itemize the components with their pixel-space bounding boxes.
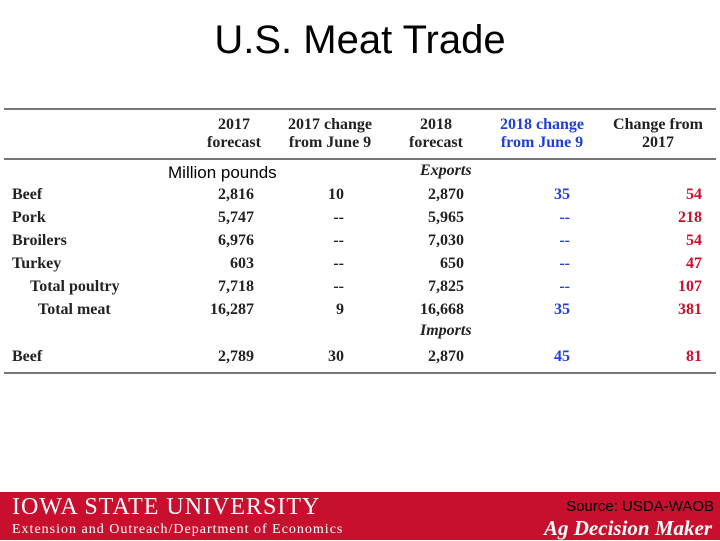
source-note: Source: USDA-WAOB xyxy=(566,498,714,515)
export-row-chg: 54 xyxy=(686,232,702,249)
import-row-chg: 81 xyxy=(686,348,702,365)
import-row-ch2018: 45 xyxy=(554,348,570,365)
export-row-label: Total meat xyxy=(38,301,111,318)
header-2018-forecast: 2018 forecast xyxy=(409,116,463,151)
section-imports: Imports xyxy=(420,322,472,339)
isu-wordmark: Iowa State University xyxy=(12,494,321,520)
export-row-ch2017: 9 xyxy=(336,301,344,318)
import-row-ch2017: 30 xyxy=(328,348,344,365)
export-row-label: Total poultry xyxy=(30,278,120,295)
header-2017-forecast: 2017 forecast xyxy=(207,116,261,151)
import-row-f2017: 2,789 xyxy=(218,348,254,365)
export-row-label: Broilers xyxy=(12,232,67,249)
export-row-f2017: 603 xyxy=(230,255,254,272)
import-row-label: Beef xyxy=(12,348,43,365)
export-row-chg: 218 xyxy=(678,209,702,226)
export-row-f2017: 7,718 xyxy=(218,278,254,295)
export-row-ch2017: -- xyxy=(333,232,344,249)
export-row-f2017: 6,976 xyxy=(218,232,254,249)
export-row-label: Beef xyxy=(12,186,43,203)
export-row-f2017: 2,816 xyxy=(218,186,254,203)
export-row-label: Pork xyxy=(12,209,46,226)
export-row-ch2018: 35 xyxy=(554,186,570,203)
export-row-ch2017: -- xyxy=(333,278,344,295)
export-row-chg: 47 xyxy=(686,255,702,272)
department-label: Extension and Outreach/Department of Eco… xyxy=(12,522,344,537)
export-row-f2017: 16,287 xyxy=(210,301,254,318)
export-row-chg: 107 xyxy=(678,278,702,295)
header-2017-change: 2017 change from June 9 xyxy=(288,116,372,151)
unit-label: Million pounds xyxy=(168,163,277,182)
export-row-f2018: 2,870 xyxy=(428,186,464,203)
ag-decision-maker-brand: Ag Decision Maker xyxy=(544,516,712,540)
export-row-chg: 381 xyxy=(678,301,702,318)
trade-table: 2017 forecast 2017 change from June 9 2018… xyxy=(4,108,716,374)
export-row-ch2017: -- xyxy=(333,255,344,272)
export-row-ch2018: -- xyxy=(559,232,570,249)
export-row-f2018: 7,825 xyxy=(428,278,464,295)
footer-bar: Iowa State University Extension and Outr… xyxy=(0,492,720,540)
slide-title: U.S. Meat Trade xyxy=(214,18,506,62)
export-row-ch2018: -- xyxy=(559,278,570,295)
export-row-ch2018: -- xyxy=(559,209,570,226)
export-row-f2018: 650 xyxy=(440,255,464,272)
export-row-label: Turkey xyxy=(12,255,62,272)
export-row-ch2018: -- xyxy=(559,255,570,272)
export-row-ch2017: 10 xyxy=(328,186,344,203)
export-row-chg: 54 xyxy=(686,186,702,203)
header-change-from-2017: Change from 2017 xyxy=(613,116,703,151)
export-row-f2018: 5,965 xyxy=(428,209,464,226)
export-row-f2018: 16,668 xyxy=(420,301,464,318)
export-row-f2018: 7,030 xyxy=(428,232,464,249)
header-divider xyxy=(4,158,716,160)
section-exports: Exports xyxy=(420,162,472,179)
export-row-ch2017: -- xyxy=(333,209,344,226)
export-row-ch2018: 35 xyxy=(554,301,570,318)
export-row-f2017: 5,747 xyxy=(218,209,254,226)
import-row-f2018: 2,870 xyxy=(428,348,464,365)
header-2018-change: 2018 change from June 9 xyxy=(500,116,584,151)
